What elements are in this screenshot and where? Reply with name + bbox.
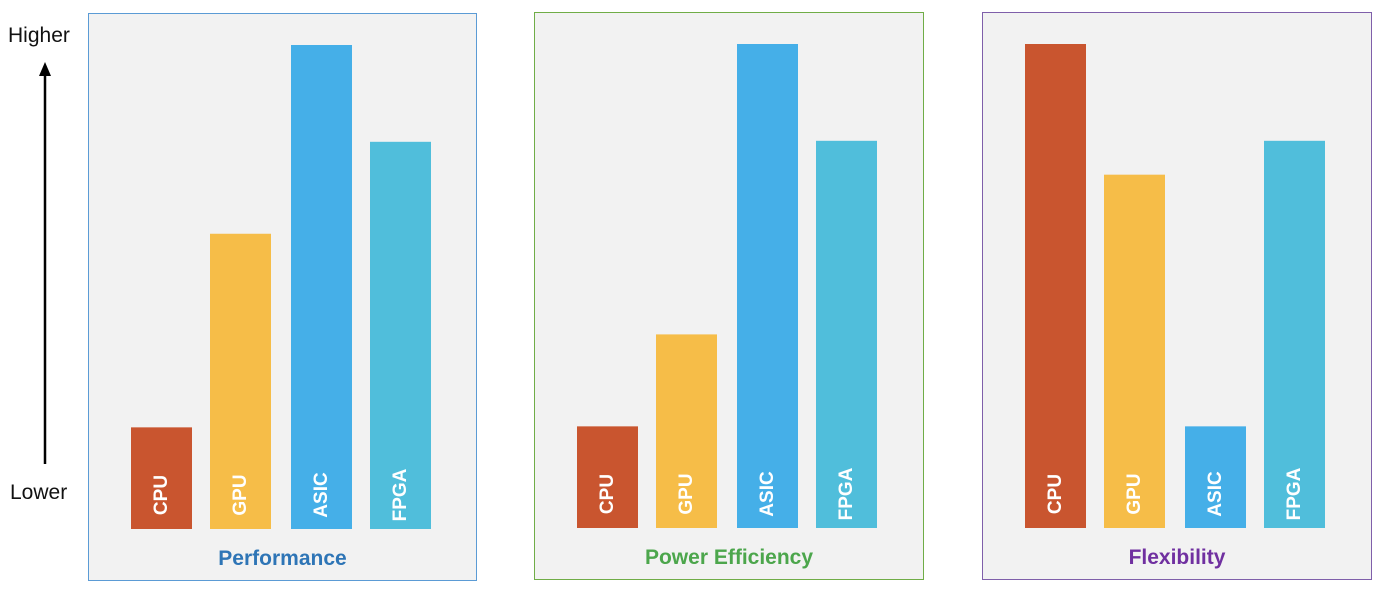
power-efficiency-bar-asic [737,44,798,528]
flexibility-bar-asic [1185,426,1246,528]
flexibility-title: Flexibility [1128,546,1226,569]
performance-bar-asic [291,45,352,529]
power-efficiency-chart: CPU GPU ASIC FPGA Power Efficiency [534,12,924,580]
power-efficiency-bar-fpga [816,140,877,529]
flexibility-bar-fpga [1264,140,1325,529]
power-efficiency-bar-label-gpu: GPU [676,473,697,514]
flexibility-bar-cpu [1025,44,1086,528]
performance-chart: CPU GPU ASIC FPGA Performance [88,13,477,581]
flexibility-bar-label-asic: ASIC [1205,471,1226,517]
axis-high-label: Higher [8,24,70,47]
power-efficiency-bar-cpu [577,426,638,528]
flexibility-bar-label-cpu: CPU [1045,474,1066,514]
performance-title: Performance [218,547,347,570]
power-efficiency-bars: CPU GPU ASIC FPGA [577,44,877,529]
power-efficiency-bar-label-fpga: FPGA [836,467,857,520]
flexibility-bar-label-gpu: GPU [1124,473,1145,514]
performance-bar-label-cpu: CPU [151,475,172,515]
axis-low-label: Lower [10,481,68,504]
up-arrow-icon [39,62,51,464]
performance-bar-label-fpga: FPGA [390,468,411,521]
performance-bar-gpu [210,233,271,529]
flexibility-bars: CPU GPU ASIC FPGA [1025,44,1325,529]
performance-bar-fpga [370,141,431,530]
power-efficiency-bar-label-cpu: CPU [597,474,618,514]
performance-bars: CPU GPU ASIC FPGA [131,45,431,530]
power-efficiency-bar-label-asic: ASIC [757,471,778,517]
power-efficiency-bar-gpu [656,334,717,528]
performance-bar-label-asic: ASIC [311,472,332,518]
flexibility-bar-label-fpga: FPGA [1284,467,1305,520]
performance-bar-cpu [131,427,192,529]
power-efficiency-title: Power Efficiency [644,546,814,569]
flexibility-chart: CPU GPU ASIC FPGA Flexibility [982,12,1372,580]
performance-bar-label-gpu: GPU [230,474,251,515]
flexibility-bar-gpu [1104,174,1165,528]
